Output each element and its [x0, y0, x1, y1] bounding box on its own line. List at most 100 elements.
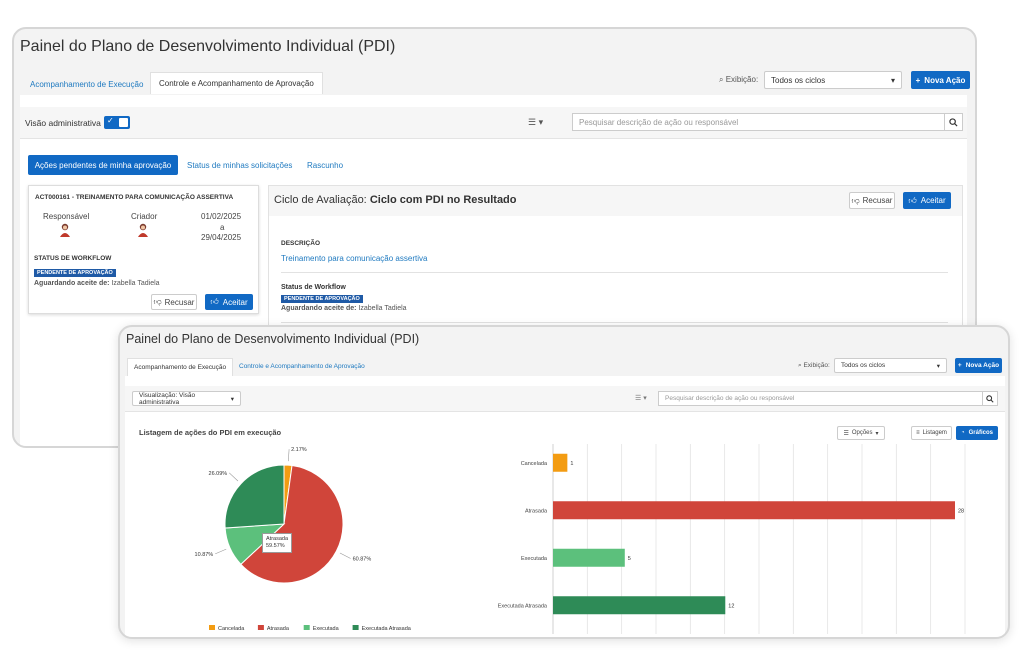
search-input[interactable]: Pesquisar descrição de ação ou responsáv… — [572, 113, 963, 131]
criador-avatar — [138, 223, 148, 237]
search-input[interactable]: Pesquisar descrição de ação ou responsáv… — [658, 391, 998, 406]
recusar-button[interactable]: 👎︎ Recusar — [151, 294, 197, 310]
aceitar-button[interactable]: 👍︎ Aceitar — [205, 294, 253, 310]
legend-swatch-executada — [303, 625, 310, 630]
detail-header: Ciclo de Avaliação: Ciclo com PDI no Res… — [269, 186, 962, 216]
legend-label-atrasada[interactable]: Atrasada — [267, 626, 290, 632]
pie-chart: 2.17% 60.87% 10.87% 26.09% Cancelada Atrasada… — [195, 447, 412, 632]
descricao-label: DESCRIÇÃO — [281, 240, 321, 247]
thumbs-up-icon: 👍︎ — [908, 195, 917, 205]
ciclo-avaliacao: Ciclo de Avaliação: Ciclo com PDI no Res… — [274, 194, 517, 206]
chevron-down-icon: ▾ — [936, 362, 940, 370]
thumbs-up-icon: 👍︎ — [210, 297, 219, 306]
pending-action-card[interactable]: ACT000161 - TREINAMENTO PARA COMUNICAÇÃO… — [28, 185, 259, 314]
pie-data-label: 10.87% — [195, 552, 214, 558]
bar-data-label: 1 — [570, 461, 573, 467]
visualizacao-select[interactable]: Visualização: Visão administrativa ▾ — [132, 391, 241, 406]
exibicao-select[interactable]: Todos os ciclos ▾ — [834, 358, 947, 373]
filter-icon[interactable]: ☰ ▾ — [528, 117, 544, 127]
tab-acompanhamento-execucao[interactable]: Acompanhamento de Execução — [30, 80, 144, 89]
date-from: 01/02/2025 — [201, 212, 242, 221]
legend-label-cancelada[interactable]: Cancelada — [218, 626, 245, 632]
bar-category-label: Executada Atrasada — [498, 603, 548, 609]
bar-data-label: 12 — [728, 603, 734, 609]
filter-bar: Visão administrativa ✓ ☰ ▾ Pesquisar des… — [20, 107, 967, 139]
legend-swatch-cancelada — [209, 625, 215, 630]
thumbs-down-icon: 👎︎ — [851, 195, 860, 205]
legend-label-executada[interactable]: Executada — [313, 626, 340, 632]
plus-icon: + — [915, 75, 921, 85]
filter-bar: Visualização: Visão administrativa ▾ ☰ ▾ … — [125, 386, 1005, 412]
visao-admin-label: Visão administrativa — [25, 118, 101, 128]
chevron-down-icon: ▾ — [875, 430, 879, 437]
filter-icon[interactable]: ☰ ▾ — [635, 395, 647, 402]
bar-executada-atrasada[interactable] — [553, 596, 726, 615]
search-icon[interactable] — [944, 114, 962, 130]
search-icon: ⌕ — [798, 362, 802, 369]
bar-cancelada[interactable] — [553, 453, 568, 472]
pie-label-connector — [228, 472, 239, 482]
tab-controle-aprovacao[interactable]: Controle e Acompanhamento de Aprovação — [239, 363, 365, 370]
visao-admin-toggle[interactable]: ✓ — [104, 116, 130, 129]
bar-executada[interactable] — [553, 548, 625, 567]
legend-label-executada-atrasada[interactable]: Executada Atrasada — [362, 626, 412, 632]
chevron-down-icon: ▾ — [890, 75, 895, 85]
status-badge: PENDENTE DE APROVAÇÃO — [34, 269, 116, 277]
page-title: Painel do Plano de Desenvolvimento Indiv… — [20, 38, 396, 55]
pie-label-connector — [339, 552, 351, 559]
pie-data-label: 26.09% — [209, 471, 228, 477]
pie-data-label: 2.17% — [291, 447, 307, 453]
pie-data-label: 60.87% — [353, 556, 372, 562]
date-sep: a — [220, 223, 225, 232]
bar-category-label: Executada — [521, 556, 548, 562]
bar-atrasada[interactable] — [553, 501, 955, 520]
detail-recusar-button[interactable]: 👎︎ Recusar — [849, 192, 895, 209]
status-workflow-label: STATUS DE WORKFLOW — [34, 255, 112, 262]
list-icon: ≡ — [916, 430, 920, 436]
aguardando-aceite: Aguardando aceite de: Izabella Tadiela — [34, 280, 160, 287]
nova-acao-button[interactable]: + Nova Ação — [955, 358, 1002, 373]
page-title: Painel do Plano de Desenvolvimento Indiv… — [126, 332, 420, 346]
thumbs-down-icon: 👎︎ — [153, 297, 162, 306]
descricao-value: Treinamento para comunicação assertiva — [281, 254, 428, 263]
pie-tooltip: Atrasada 59.57% — [262, 533, 293, 554]
exibicao-label: ⌕ Exibição: — [798, 362, 830, 369]
subtab-rascunho[interactable]: Rascunho — [307, 161, 344, 170]
date-to: 29/04/2025 — [201, 233, 242, 242]
graficos-button[interactable]: ◔ Gráficos — [956, 426, 998, 440]
check-icon: ✓ — [107, 116, 114, 125]
legend-swatch-executada-atrasada — [352, 625, 359, 630]
tab-controle-aprovacao[interactable]: Controle e Acompanhamento de Aprovação — [150, 72, 323, 94]
detail-status-label: Status de Workflow — [281, 284, 346, 291]
bar-data-label: 5 — [628, 556, 631, 562]
list-icon: ☰ — [843, 430, 849, 437]
detail-aceitar-button[interactable]: 👍︎ Aceitar — [903, 192, 951, 209]
exibicao-select[interactable]: Todos os ciclos ▾ — [764, 71, 902, 89]
pie-slice-atrasada[interactable] — [240, 464, 344, 584]
responsavel-label: Responsável — [43, 212, 90, 221]
listagem-title: Listagem de ações do PDI em execução — [139, 428, 282, 437]
card-title: ACT000161 - TREINAMENTO PARA COMUNICAÇÃO… — [35, 194, 234, 201]
execution-window: Painel do Plano de Desenvolvimento Indiv… — [118, 325, 1010, 639]
nova-acao-button[interactable]: + Nova Ação — [911, 71, 970, 89]
bar-data-label: 28 — [958, 508, 964, 514]
chevron-down-icon: ▾ — [230, 395, 234, 403]
search-icon[interactable] — [982, 392, 997, 405]
main-panel: Visualização: Visão administrativa ▾ ☰ ▾ … — [125, 376, 1005, 637]
subtab-acoes-pendentes[interactable]: Ações pendentes de minha aprovação — [28, 155, 178, 175]
chart-icon: ◔ — [961, 430, 965, 436]
detail-status-badge: PENDENTE DE APROVAÇÃO — [281, 295, 363, 303]
opcoes-button[interactable]: ☰ Opções ▾ — [837, 426, 885, 440]
legend-swatch-atrasada — [257, 625, 264, 630]
bar-category-label: Atrasada — [525, 508, 548, 514]
exibicao-label: ⌕ Exibição: — [719, 75, 759, 84]
subtab-status-solicitacoes[interactable]: Status de minhas solicitações — [187, 161, 293, 170]
listagem-button[interactable]: ≡ Listagem — [911, 426, 952, 440]
pie-label-connector — [287, 449, 290, 462]
detail-aguardando: Aguardando aceite de: Izabella Tadiela — [281, 305, 407, 312]
plus-icon: + — [957, 362, 962, 369]
criador-label: Criador — [131, 212, 158, 221]
pie-label-connector — [215, 548, 227, 555]
tab-acompanhamento-execucao[interactable]: Acompanhamento de Execução — [127, 358, 234, 376]
pie-slice-executada-atrasada[interactable] — [224, 464, 285, 529]
